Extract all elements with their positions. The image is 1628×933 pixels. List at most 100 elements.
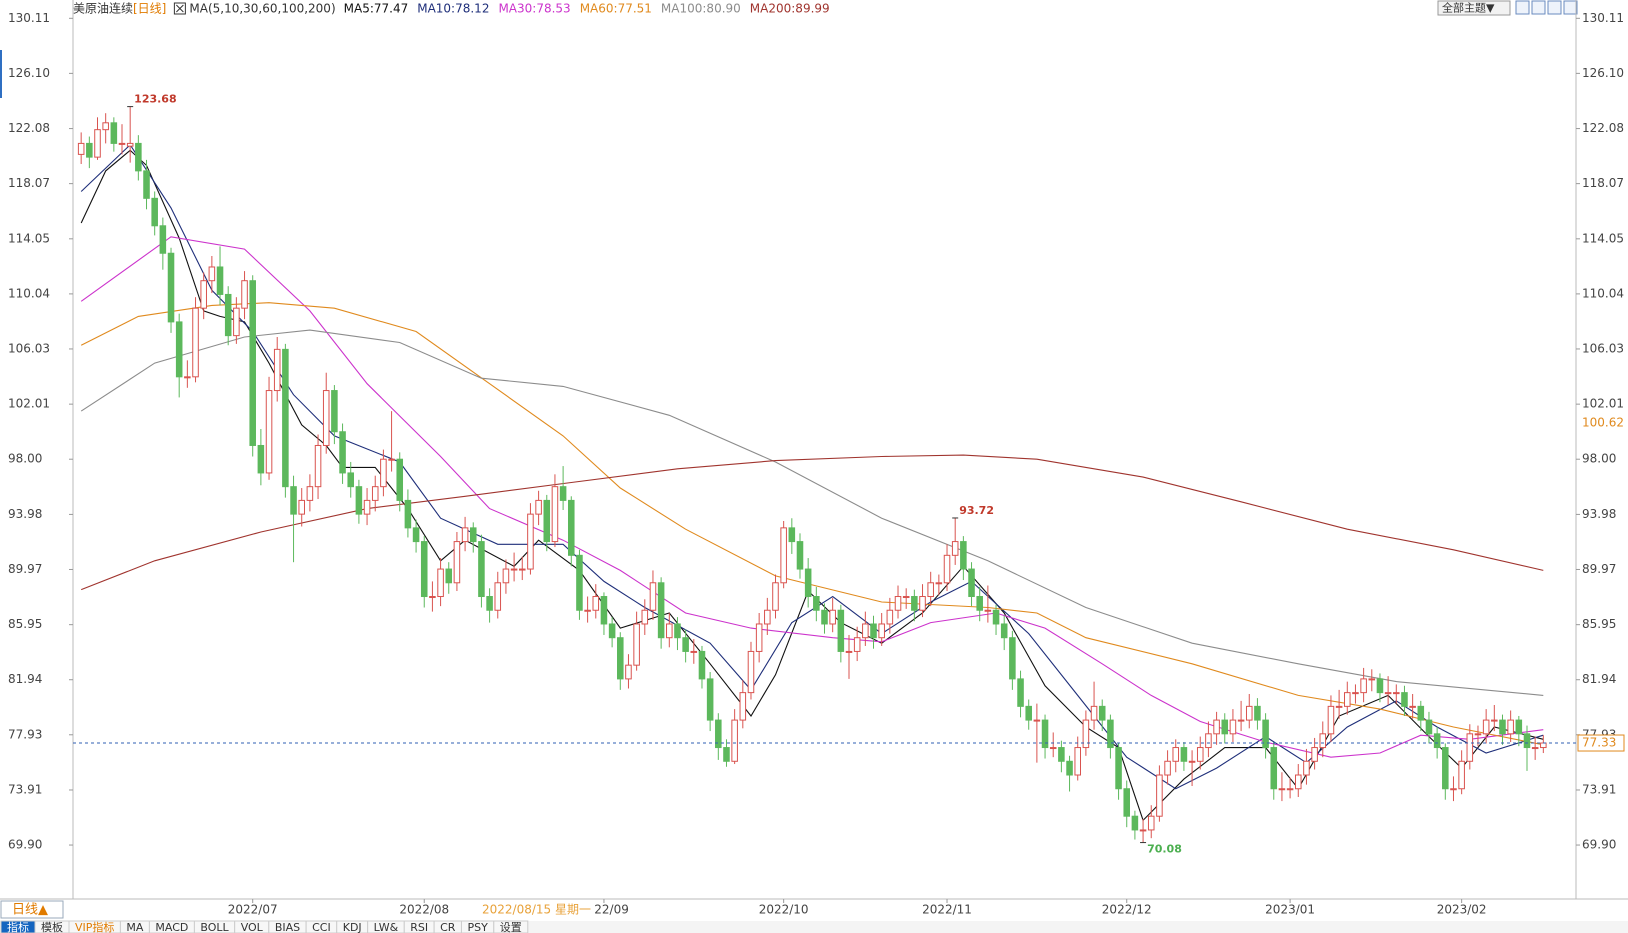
tab[interactable]: CR — [440, 921, 456, 933]
candle-body — [600, 596, 608, 625]
legend-entry: MA30:78.53 — [498, 2, 570, 16]
candle-body — [339, 431, 346, 474]
tab[interactable]: BOLL — [200, 921, 229, 933]
tab[interactable]: BIAS — [275, 921, 300, 933]
candle-body — [1025, 705, 1032, 721]
candle-body — [265, 390, 273, 474]
candle-body — [1458, 760, 1465, 790]
ma-line — [80, 329, 1544, 696]
x-tick-label: 2022/10 — [759, 903, 809, 917]
candle-body — [984, 609, 992, 612]
candle-body — [829, 609, 836, 625]
x-tick-label: 2023/01 — [1265, 903, 1315, 917]
candle-body — [1425, 719, 1433, 735]
last-price-label: 77.33 — [1582, 736, 1616, 750]
candle-body — [453, 541, 461, 584]
candle-body — [486, 596, 493, 611]
tab[interactable]: 设置 — [500, 921, 522, 933]
candle-body — [1262, 719, 1269, 749]
candle-body — [1172, 747, 1180, 762]
tab[interactable]: 指标 — [7, 920, 29, 933]
candle-body — [1221, 719, 1229, 735]
extreme-label: 123.68 — [134, 93, 176, 106]
y-tick-label-left: 114.05 — [8, 231, 50, 245]
tab[interactable]: MA — [126, 921, 143, 933]
candle-body — [1213, 719, 1220, 735]
legend-entry: MA60:77.51 — [580, 2, 652, 16]
tab[interactable]: 模板 — [41, 920, 63, 933]
theme-button[interactable]: 全部主题▼ — [1442, 1, 1495, 15]
candle-body — [445, 568, 453, 584]
period-tab-frame — [0, 900, 64, 919]
tab-frame[interactable] — [493, 920, 529, 933]
candle-body — [1499, 719, 1506, 735]
candle-body — [1482, 719, 1490, 735]
cursor-date: 2022/08/15 星期一 — [482, 903, 591, 917]
candle-body — [813, 596, 820, 611]
scroll-indicator — [0, 50, 2, 98]
candle-body — [788, 527, 796, 543]
candle-body — [1090, 705, 1098, 721]
candle-body — [764, 609, 771, 625]
tab[interactable]: MACD — [155, 921, 188, 933]
legend-entry: MA200:89.99 — [750, 2, 830, 16]
candle-body — [1327, 705, 1335, 735]
candle-body — [355, 486, 363, 515]
candle-body — [1442, 747, 1449, 790]
candle-body — [371, 486, 379, 501]
tab[interactable]: PSY — [467, 921, 488, 933]
candle-body — [1139, 829, 1147, 832]
y-tick-label-left: 98.00 — [8, 452, 42, 466]
y-tick-label-left: 77.93 — [8, 727, 42, 741]
candle-body — [927, 582, 934, 598]
legend-entry: MA10:78.12 — [417, 2, 489, 16]
icon-zoom-in[interactable] — [1515, 0, 1530, 15]
theme-button-frame[interactable] — [1437, 0, 1511, 16]
candle-body — [502, 568, 510, 584]
tab[interactable]: VOL — [241, 921, 264, 933]
candle-body — [1098, 705, 1106, 721]
candle-body — [543, 499, 551, 543]
tab[interactable]: RSI — [410, 921, 428, 933]
icon-zoom-out[interactable] — [1531, 0, 1546, 15]
candle-body — [143, 170, 150, 199]
candle-body — [535, 499, 542, 515]
y-tick-label-right: 85.95 — [1582, 617, 1616, 631]
candle-body — [1531, 747, 1539, 750]
tab[interactable]: KDJ — [343, 921, 362, 933]
candle-body — [804, 568, 812, 598]
y-tick-label-left: 130.11 — [8, 11, 50, 25]
y-tick-label-left: 93.98 — [8, 507, 42, 521]
candle-body — [739, 692, 747, 721]
candle-body — [135, 142, 142, 172]
candle-body — [576, 554, 583, 611]
candle-body — [257, 444, 265, 474]
candle-body — [314, 444, 322, 488]
candle-body — [902, 596, 910, 599]
candle-body — [935, 582, 943, 585]
candle-body — [919, 596, 926, 611]
candle-body — [1000, 623, 1008, 639]
tab[interactable]: LW& — [374, 921, 399, 933]
candle-body — [837, 609, 845, 652]
candle-body — [796, 541, 804, 570]
extreme-label: 93.72 — [959, 504, 994, 517]
candle-body — [1196, 747, 1204, 762]
y-tick-label-right: 118.07 — [1582, 176, 1624, 190]
candle-body — [633, 623, 640, 666]
candle-body — [1074, 747, 1082, 776]
y-tick-label-right: 81.94 — [1582, 672, 1616, 686]
icon-right[interactable] — [1563, 0, 1578, 15]
candle-body — [1254, 705, 1261, 721]
candle-body — [1409, 705, 1416, 708]
candle-body — [853, 637, 861, 652]
icon-left[interactable] — [1547, 0, 1562, 15]
candle-body — [1286, 788, 1294, 791]
candle-body — [1319, 733, 1327, 749]
y-tick-label-right: 69.90 — [1582, 838, 1616, 852]
tab[interactable]: CCI — [312, 921, 331, 933]
y-tick-label-left: 69.90 — [8, 838, 42, 852]
period-tab[interactable]: 日线▲ — [12, 903, 48, 918]
candle-body — [290, 486, 297, 515]
tab[interactable]: VIP指标 — [75, 920, 114, 933]
